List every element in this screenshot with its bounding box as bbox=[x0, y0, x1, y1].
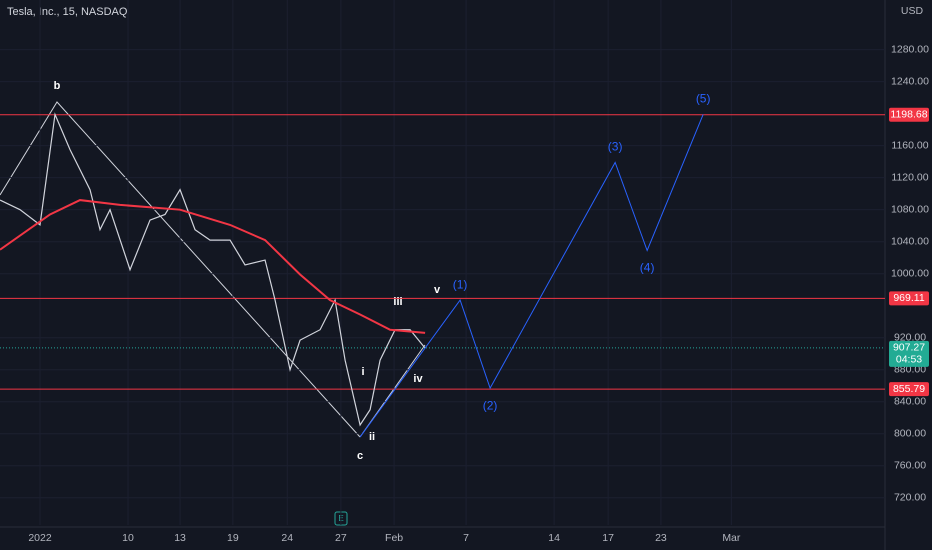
level-tag bbox=[889, 107, 929, 122]
x-tick-label: 19 bbox=[227, 532, 239, 544]
wave-annotation: v bbox=[434, 284, 441, 296]
projection-line bbox=[359, 114, 704, 438]
level-label: 855.79 bbox=[893, 383, 925, 395]
countdown: 04:53 bbox=[896, 354, 922, 366]
y-tick-label: 1040.00 bbox=[891, 235, 929, 247]
last-price-tag bbox=[889, 340, 929, 367]
x-tick-label: 27 bbox=[335, 532, 347, 544]
y-tick-label: 1240.00 bbox=[891, 75, 929, 87]
wave-label: (3) bbox=[608, 140, 623, 154]
level-tag bbox=[889, 382, 929, 397]
y-tick-label: 760.00 bbox=[894, 460, 926, 472]
wave-label: (1) bbox=[453, 277, 468, 291]
x-tick-label: 14 bbox=[548, 532, 560, 544]
wave-label: (4) bbox=[640, 261, 655, 275]
series-line bbox=[0, 199, 426, 334]
y-tick-label: 1080.00 bbox=[891, 203, 929, 215]
x-tick-label: 24 bbox=[281, 532, 293, 544]
level-tag bbox=[889, 291, 929, 306]
y-tick-label: 1000.00 bbox=[891, 267, 929, 279]
wave-annotation: iv bbox=[413, 373, 423, 385]
y-tick-label: 1160.00 bbox=[891, 139, 928, 151]
currency: USD bbox=[901, 5, 924, 17]
y-tick-label: 920.00 bbox=[894, 332, 926, 344]
wave-annotation: iii bbox=[393, 296, 402, 308]
x-tick-label: Feb bbox=[385, 532, 403, 544]
x-tick-label: 13 bbox=[174, 532, 186, 544]
channel-line bbox=[0, 101, 361, 438]
y-tick-label: 800.00 bbox=[894, 428, 926, 440]
wave-annotation: ii bbox=[369, 431, 375, 443]
y-tick-label: 1280.00 bbox=[891, 43, 929, 55]
y-tick-label: 720.00 bbox=[894, 492, 926, 504]
wave-annotation: b bbox=[54, 80, 61, 92]
chart-title: Tesla, Inc., 15, NASDAQ bbox=[7, 6, 128, 18]
last-price-label: 907.27 bbox=[893, 342, 925, 354]
y-tick-label: 1120.00 bbox=[891, 171, 928, 183]
x-tick-label: 10 bbox=[122, 532, 134, 544]
series-line bbox=[0, 112, 426, 427]
y-tick-label: 840.00 bbox=[894, 396, 926, 408]
level-label: 969.11 bbox=[893, 292, 924, 304]
wave-annotation: i bbox=[361, 366, 364, 378]
wave-label: (5) bbox=[696, 92, 711, 106]
x-tick-label: Mar bbox=[722, 532, 741, 544]
x-tick-label: 23 bbox=[655, 532, 667, 544]
x-tick-label: 17 bbox=[602, 532, 614, 544]
wave-label: (2) bbox=[483, 398, 498, 412]
wave-annotation: c bbox=[357, 450, 363, 462]
level-label: 1198.68 bbox=[890, 108, 927, 120]
x-tick-label: 2022 bbox=[28, 532, 52, 544]
x-tick-label: 7 bbox=[463, 532, 469, 544]
